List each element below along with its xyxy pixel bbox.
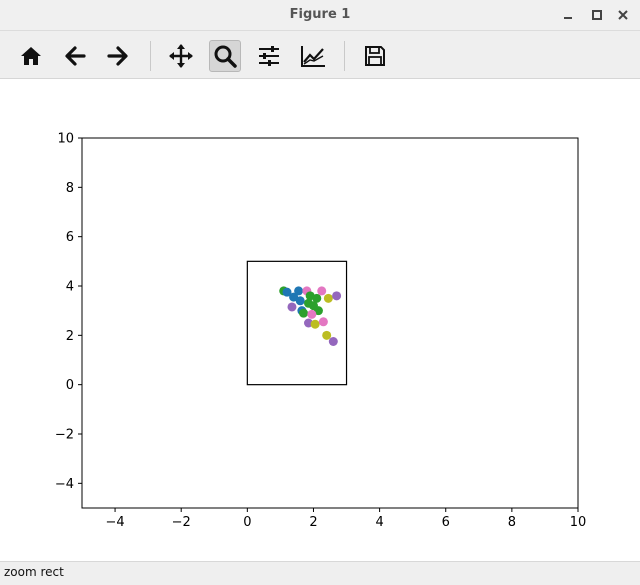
close-icon <box>618 10 628 20</box>
x-tick-label: 2 <box>309 515 317 530</box>
x-tick-label: 0 <box>243 515 251 530</box>
scatter-point <box>317 286 327 296</box>
y-tick-label: 2 <box>66 329 74 344</box>
toolbar-separator <box>150 41 151 71</box>
scatter-point <box>295 296 305 306</box>
arrow-left-icon <box>65 46 86 66</box>
sliders-icon <box>259 46 279 66</box>
scatter-point <box>310 319 320 329</box>
title-bar: Figure 1 <box>0 0 640 31</box>
status-bar: zoom rect <box>0 561 640 585</box>
rectangle-patch <box>246 260 348 386</box>
edit-axes-button[interactable] <box>297 40 329 72</box>
arrow-right-icon <box>107 46 128 66</box>
scatter-point <box>332 291 342 301</box>
zoom-button[interactable] <box>209 40 241 72</box>
scatter-point <box>307 309 317 319</box>
floppy-icon <box>365 46 385 66</box>
close-button[interactable] <box>612 4 634 26</box>
scatter-point <box>323 293 333 303</box>
y-tick-label: 8 <box>66 181 74 196</box>
back-button[interactable] <box>59 40 91 72</box>
figure-canvas[interactable]: −4 −2 0 2 4 6 8 10 −4 −2 0 2 4 6 8 10 <box>0 79 640 561</box>
line-chart-icon <box>301 46 325 67</box>
maximize-button[interactable] <box>586 4 608 26</box>
scatter-point <box>313 306 323 316</box>
scatter-point <box>282 287 292 297</box>
plot-svg[interactable]: −4 −2 0 2 4 6 8 10 −4 −2 0 2 4 6 8 10 <box>0 79 640 561</box>
toolbar <box>0 31 640 79</box>
scatter-point <box>318 317 328 327</box>
scatter-point <box>328 337 338 346</box>
y-tick-label: −4 <box>55 477 74 492</box>
scatter-point <box>322 330 332 340</box>
move-icon <box>169 44 193 68</box>
axes-frame <box>81 137 579 509</box>
status-text: zoom rect <box>4 565 64 579</box>
maximize-icon <box>592 10 602 20</box>
x-tick-label: 4 <box>375 515 383 530</box>
x-tick-label: 10 <box>570 515 587 530</box>
y-tick-label: −2 <box>55 428 74 443</box>
y-tick-label: 4 <box>66 280 74 295</box>
scatter-point <box>312 293 322 303</box>
home-icon <box>21 47 41 65</box>
y-tick-label: 10 <box>57 132 74 147</box>
scatter-point <box>299 308 309 318</box>
minimize-button[interactable] <box>557 4 579 26</box>
scatter-point <box>289 292 299 302</box>
magnifier-icon <box>214 45 237 68</box>
forward-button[interactable] <box>102 40 134 72</box>
x-tick-label: 8 <box>508 515 516 530</box>
y-tick-label: 0 <box>66 378 74 393</box>
x-tick-label: −2 <box>172 515 191 530</box>
toolbar-separator <box>344 41 345 71</box>
x-tick-label: −4 <box>105 515 124 530</box>
home-button[interactable] <box>15 40 47 72</box>
minimize-icon <box>564 17 572 19</box>
scatter-point <box>287 302 297 312</box>
pan-button[interactable] <box>165 40 197 72</box>
save-button[interactable] <box>359 40 391 72</box>
subplots-button[interactable] <box>253 40 285 72</box>
scatter-point <box>294 286 304 296</box>
y-tick-label: 6 <box>66 230 74 245</box>
window-title: Figure 1 <box>289 7 351 22</box>
x-tick-label: 6 <box>442 515 450 530</box>
